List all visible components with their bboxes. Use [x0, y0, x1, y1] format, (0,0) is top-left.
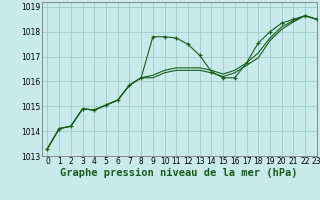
X-axis label: Graphe pression niveau de la mer (hPa): Graphe pression niveau de la mer (hPa)	[60, 168, 298, 178]
